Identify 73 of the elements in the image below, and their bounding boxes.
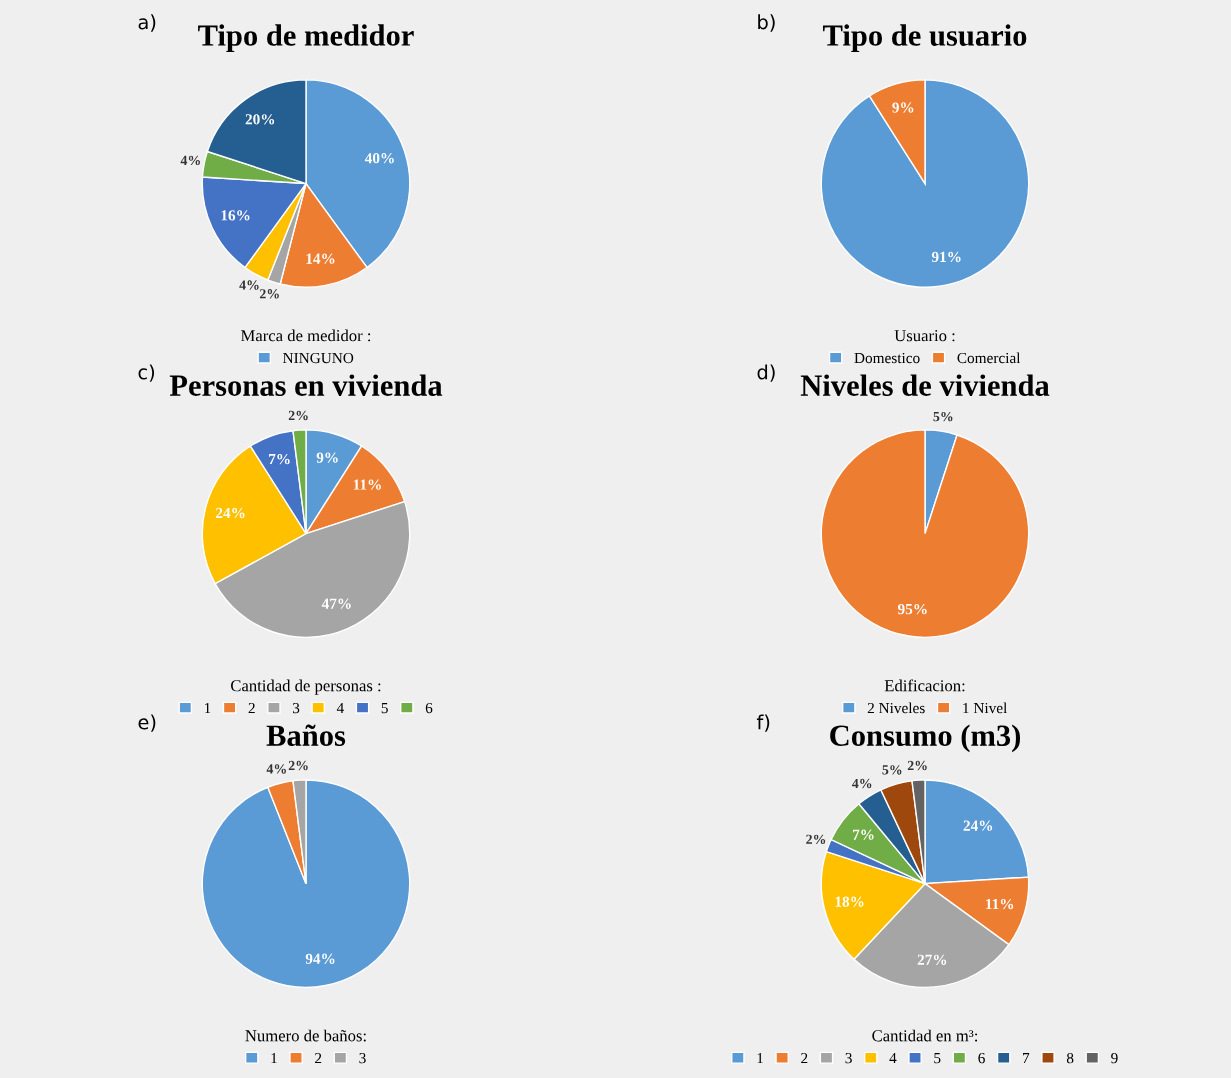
data-label: 7% (269, 453, 290, 465)
chart-title: Personas en vivienda (169, 374, 443, 396)
text: a) (138, 14, 156, 32)
legend-label: 4 (889, 1053, 897, 1064)
legend-label: 1 (757, 1053, 763, 1064)
legend-label: 1 Nivel (963, 702, 1008, 714)
legend-title: Usuario : (894, 330, 955, 342)
data-label: 5% (882, 765, 902, 775)
data-label: 7% (852, 829, 874, 840)
data-label: 91% (931, 251, 961, 263)
data-label: 95% (897, 603, 927, 615)
data-label: 4% (266, 764, 286, 774)
data-label: 94% (305, 953, 335, 964)
legend-label: 9 (1111, 1052, 1118, 1064)
legend-label: 4 (336, 703, 344, 714)
data-label: 5% (933, 411, 953, 422)
legend-title: Cantidad de personas : (231, 679, 381, 695)
text: e) (138, 714, 156, 732)
data-label: 2% (806, 834, 826, 845)
legend-label: 5 (934, 1053, 941, 1064)
pie-slice (201, 779, 411, 989)
data-label: 18% (835, 896, 864, 907)
legend-label: 6 (425, 702, 433, 714)
chart-title: Tipo de usuario (823, 24, 1027, 53)
pie-slice (820, 79, 1030, 288)
legend-label: Comercial (957, 352, 1021, 364)
data-label: 9% (316, 452, 338, 463)
legend-label: Domestico (854, 352, 920, 364)
data-label: 24% (216, 507, 245, 519)
legend-label: 7 (1023, 1053, 1030, 1064)
chart-title: Consumo (m3) (830, 724, 1021, 753)
text: c) (138, 364, 155, 382)
data-label: 2% (288, 410, 308, 421)
legend-label: 2 (801, 1052, 808, 1064)
legend-title: Cantidad en m³: (872, 1029, 978, 1042)
data-label: 40% (364, 153, 394, 164)
legend-label: 5 (381, 703, 388, 714)
text: d) (757, 364, 775, 382)
data-label: 11% (986, 898, 1014, 910)
pie-slice (820, 429, 1030, 639)
chart-title: Baños (266, 724, 346, 746)
legend-title: Edificacion: (884, 679, 965, 692)
legend-label: 3 (845, 1052, 852, 1064)
data-label: 2% (259, 289, 279, 299)
legend-title: Numero de baños: (245, 1029, 366, 1042)
legend-label: 2 (248, 702, 255, 714)
data-label: 9% (892, 102, 914, 113)
legend-label: 8 (1066, 1052, 1074, 1064)
data-label: 14% (306, 253, 335, 264)
data-label: 2% (907, 760, 927, 771)
legend-label: 3 (359, 1052, 366, 1064)
data-label: 20% (245, 114, 275, 125)
legend-label: 1 (271, 1053, 277, 1064)
legend-label: 6 (978, 1052, 985, 1064)
legend-label: 2 Niveles (867, 702, 925, 714)
data-label: 4% (239, 280, 259, 290)
text: f) (756, 714, 770, 732)
data-label: 16% (221, 210, 250, 221)
data-label: 27% (917, 954, 947, 965)
chart-title: Niveles de vivienda (800, 374, 1050, 396)
text: b) (758, 14, 775, 32)
data-label: 4% (851, 778, 872, 789)
legend-label: 3 (292, 702, 300, 714)
data-label: 11% (353, 479, 381, 490)
data-label: 24% (963, 820, 993, 831)
data-label: 2% (288, 760, 308, 771)
chart-title: Tipo de medidor (198, 24, 414, 53)
legend-label: 1 (204, 702, 211, 714)
legend-label: NINGUNO (283, 352, 354, 364)
legend-title: Marca de medidor : (240, 329, 371, 342)
data-label: 4% (180, 155, 200, 166)
data-label: 47% (321, 598, 351, 609)
legend-label: 2 (315, 1052, 322, 1064)
